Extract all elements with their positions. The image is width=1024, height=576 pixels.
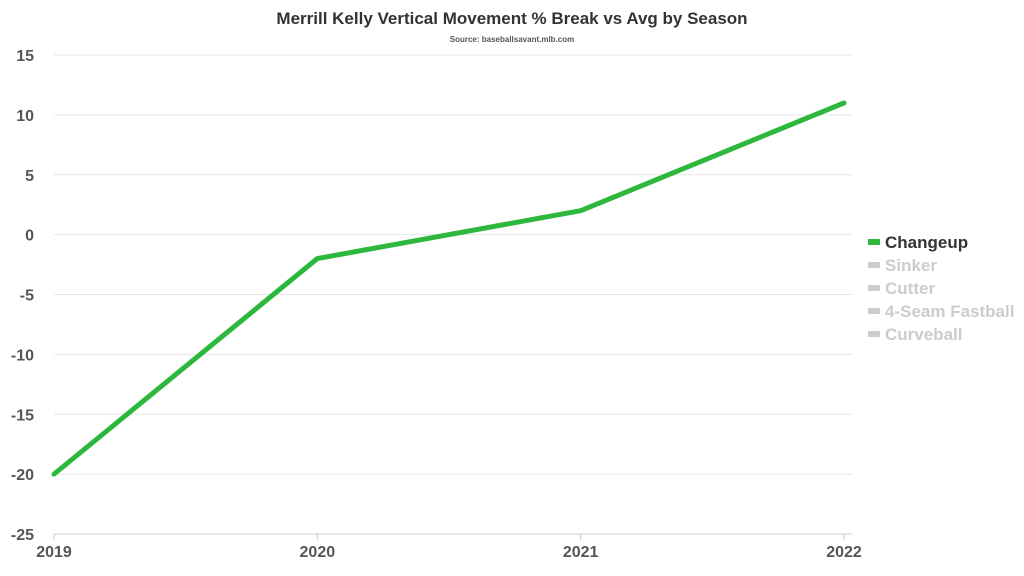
y-tick-label: -20: [11, 467, 34, 484]
y-tick-label: -10: [11, 347, 34, 364]
y-tick-label: 10: [16, 108, 34, 125]
x-tick-label: 2019: [36, 544, 72, 561]
legend-swatch: [868, 308, 880, 314]
legend-item-changeup[interactable]: Changeup: [868, 233, 968, 252]
legend-swatch: [868, 331, 880, 337]
legend-item-4-seam-fastball[interactable]: 4-Seam Fastball: [868, 302, 1014, 321]
legend-item-sinker[interactable]: Sinker: [868, 256, 937, 275]
y-tick-label: 0: [25, 228, 34, 245]
series-layer: [51, 100, 847, 477]
legend-item-curveball[interactable]: Curveball: [868, 325, 962, 344]
series-line-changeup[interactable]: [51, 100, 847, 477]
x-tick-label: 2022: [826, 544, 862, 561]
legend: Changeup Sinker Cutter 4-Seam Fastball Curve…: [868, 233, 1014, 344]
y-tick-label: -5: [20, 288, 34, 305]
y-tick-label: 15: [16, 48, 34, 65]
legend-label: Curveball: [885, 325, 962, 344]
x-axis: 2019 2020 2021 2022: [36, 533, 862, 561]
legend-swatch: [868, 285, 880, 291]
chart-subtitle: Source: baseballsavant.mlb.com: [450, 35, 575, 44]
legend-label: 4-Seam Fastball: [885, 302, 1014, 321]
y-axis: 15 10 5 0 -5 -10 -15 -20 -25: [11, 48, 34, 544]
legend-swatch: [868, 239, 880, 245]
legend-label: Cutter: [885, 279, 935, 298]
grid: [54, 54, 852, 535]
y-tick-label: -15: [11, 407, 34, 424]
y-tick-label: -25: [11, 527, 34, 544]
legend-label: Changeup: [885, 233, 968, 252]
x-tick-label: 2021: [563, 544, 599, 561]
legend-label: Sinker: [885, 256, 937, 275]
legend-swatch: [868, 262, 880, 268]
legend-item-cutter[interactable]: Cutter: [868, 279, 935, 298]
x-tick-label: 2020: [300, 544, 336, 561]
chart-title: Merrill Kelly Vertical Movement % Break …: [276, 9, 747, 28]
y-tick-label: 5: [25, 168, 34, 185]
